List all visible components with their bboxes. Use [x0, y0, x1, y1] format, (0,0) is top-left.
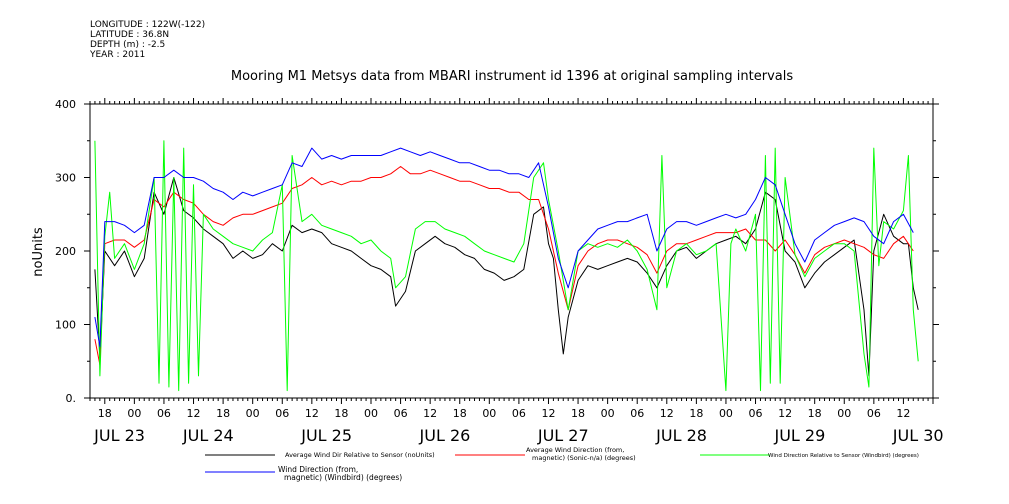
x-hour-label: 18	[808, 407, 822, 420]
legend-label-line2: magnetic) (Windbird) (degrees)	[284, 473, 402, 482]
y-axis-label: noUnits	[31, 227, 46, 277]
depth-text: DEPTH (m) : -2.5	[90, 40, 166, 50]
x-day-label: JUL 26	[419, 426, 471, 445]
x-day-label: JUL 30	[892, 426, 944, 445]
x-hour-label: 18	[453, 407, 467, 420]
x-hour-label: 18	[571, 407, 585, 420]
x-day-label: JUL 23	[93, 426, 145, 445]
x-hour-label: 00	[482, 407, 496, 420]
y-tick-label: 400	[55, 98, 76, 111]
x-day-label: JUL 28	[655, 426, 707, 445]
x-hour-label: 12	[305, 407, 319, 420]
metadata-block: LONGITUDE : 122W(-122) LATITUDE : 36.8N …	[90, 20, 205, 60]
x-day-label: JUL 29	[773, 426, 825, 445]
x-hour-label: 00	[837, 407, 851, 420]
x-hour-label: 00	[364, 407, 378, 420]
x-hour-label: 00	[246, 407, 260, 420]
y-tick-label: 0.	[66, 392, 77, 405]
x-hour-label: 00	[601, 407, 615, 420]
legend-label-1: Average Wind Dir Relative to Sensor (noU…	[285, 451, 435, 459]
x-hour-label: 06	[275, 407, 289, 420]
x-day-label: JUL 25	[300, 426, 352, 445]
legend-label-2: Average Wind Direction (from, magnetic) (…	[526, 446, 636, 462]
latitude-text: LATITUDE : 36.8N	[90, 30, 170, 40]
x-hour-label: 06	[749, 407, 763, 420]
x-hour-label: 00	[719, 407, 733, 420]
axes-layer: 0. 100 200 300 400 18 00 06 12 18 00 06 12 18 00 06 12 18…	[55, 98, 944, 445]
series-layer	[94, 140, 919, 392]
x-hour-label: 12	[541, 407, 555, 420]
legend-label-3: Wind Direction Relative to Sensor (Windb…	[768, 453, 919, 459]
x-hour-label: 12	[187, 407, 201, 420]
legend: Average Wind Dir Relative to Sensor (noU…	[205, 446, 919, 482]
plot-frame	[89, 103, 934, 399]
x-hour-label: 18	[98, 407, 112, 420]
x-hour-label: 12	[660, 407, 674, 420]
plot-area	[89, 103, 934, 399]
legend-label-4: Wind Direction (from, magnetic) (Windbird…	[278, 465, 402, 482]
x-hour-label: 12	[778, 407, 792, 420]
longitude-text: LONGITUDE : 122W(-122)	[90, 20, 206, 30]
series-line-2	[94, 166, 914, 366]
series-line-3	[94, 140, 919, 392]
y-tick-label: 300	[55, 172, 76, 185]
x-day-label: JUL 27	[537, 426, 589, 445]
x-hour-label: 06	[512, 407, 526, 420]
legend-label-line2: magnetic) (Sonic-n/a) (degrees)	[532, 454, 636, 462]
x-hour-label: 18	[334, 407, 348, 420]
x-hour-label: 18	[216, 407, 230, 420]
chart-title: Mooring M1 Metsys data from MBARI instru…	[231, 69, 793, 84]
y-tick-label: 100	[55, 319, 76, 332]
legend-label-line1: Wind Direction (from,	[278, 465, 358, 474]
x-hour-label: 06	[867, 407, 881, 420]
x-hour-label: 18	[689, 407, 703, 420]
year-text: YEAR : 2011	[90, 50, 146, 60]
x-hour-label: 06	[157, 407, 171, 420]
x-hour-label: 00	[127, 407, 141, 420]
series-line-1	[94, 177, 919, 377]
x-hour-label: 06	[630, 407, 644, 420]
x-hour-label: 12	[896, 407, 910, 420]
legend-label-line1: Average Wind Direction (from,	[526, 446, 624, 454]
x-hour-label: 06	[394, 407, 408, 420]
series-line-4	[94, 147, 914, 348]
x-day-label: JUL 24	[182, 426, 234, 445]
y-tick-label: 200	[55, 245, 76, 258]
x-hour-label: 12	[423, 407, 437, 420]
